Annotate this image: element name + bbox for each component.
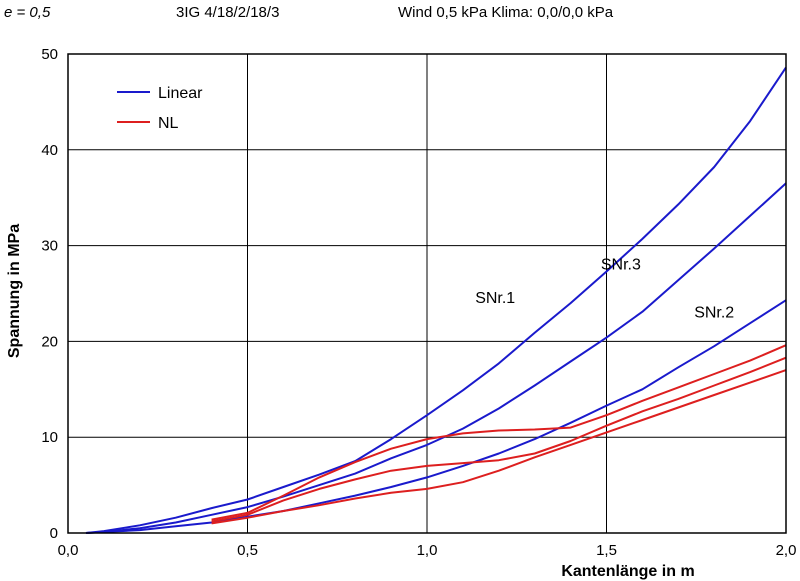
y-tick-label: 20 [41, 333, 58, 350]
series-line-linear-3 [85, 299, 787, 534]
e-value-label: e = 0,5 [4, 4, 51, 21]
y-tick-label: 50 [41, 46, 58, 63]
legend-label-nl: NL [158, 115, 179, 132]
chart-header-title: 3IG 4/18/2/18/3 [176, 4, 280, 21]
x-tick-label: 1,5 [596, 542, 617, 559]
x-tick-label: 1,0 [417, 542, 438, 559]
series-line-nl-4 [211, 344, 787, 521]
x-tick-label: 2,0 [776, 542, 797, 559]
x-tick-label: 0,0 [58, 542, 79, 559]
series-line-linear-2 [85, 182, 787, 534]
series-lines [85, 66, 787, 534]
x-axis-ticks: 0,0 0,5 1,0 1,5 2,0 [58, 542, 797, 559]
series-annotations: SNr.1 SNr.3 SNr.2 [475, 257, 734, 322]
y-tick-label: 0 [50, 525, 58, 542]
annotation-snr-1: SNr.1 [475, 290, 515, 307]
chart-header-load: Wind 0,5 kPa Klima: 0,0/0,0 kPa [398, 4, 614, 21]
x-axis-label: Kantenlänge in m [561, 563, 694, 580]
legend: Linear NL [117, 85, 203, 132]
series-line-nl-5 [211, 356, 787, 523]
y-tick-label: 30 [41, 238, 58, 255]
y-axis-ticks: 0 10 20 30 40 50 [41, 46, 58, 542]
y-tick-label: 10 [41, 429, 58, 446]
plot-frame [67, 53, 787, 534]
legend-label-linear: Linear [158, 85, 203, 102]
y-axis-label: Spannung in MPa [6, 224, 23, 358]
annotation-snr-2: SNr.2 [694, 304, 734, 321]
series-line-linear-1 [85, 66, 787, 534]
annotation-snr-3: SNr.3 [601, 257, 641, 274]
series-line-nl-6 [211, 369, 787, 525]
y-tick-label: 40 [41, 142, 58, 159]
x-tick-label: 0,5 [237, 542, 258, 559]
